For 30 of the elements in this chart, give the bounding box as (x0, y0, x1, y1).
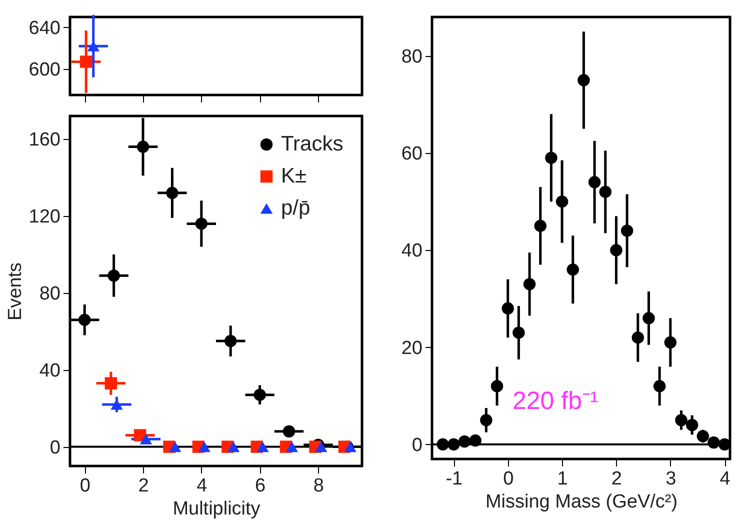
x-tick-label: 0 (503, 468, 514, 490)
x-axis-title: Multiplicity (172, 498, 261, 520)
x-axis-title: Missing Mass (GeV/c²) (485, 492, 678, 512)
y-tick-label: 80 (401, 46, 422, 68)
legend-label: p/p̄ (281, 196, 310, 220)
x-tick-label: 1 (557, 468, 568, 490)
y-tick-label: 120 (28, 206, 60, 228)
y-tick-label: 0 (50, 437, 60, 458)
y-tick-label: 20 (401, 338, 422, 359)
y-tick-label: 80 (39, 283, 60, 304)
x-tick-label: -1 (446, 468, 463, 490)
x-tick-label: 4 (720, 468, 731, 490)
x-tick-label: 2 (611, 468, 622, 490)
x-tick-label: 8 (313, 476, 324, 496)
annotation: 220 fb⁻¹ (512, 387, 598, 415)
y-tick-label: 0 (412, 434, 422, 456)
y-tick-label: 60 (401, 144, 422, 164)
x-tick-label: 4 (196, 476, 208, 496)
x-tick-label: 0 (80, 476, 90, 496)
legend-label: K± (281, 164, 307, 188)
y-tick-label: 40 (401, 240, 422, 262)
y-tick-label: 160 (28, 130, 60, 151)
y-tick-label: 40 (39, 360, 60, 382)
y-axis-title: Events (4, 262, 26, 321)
legend-label: Tracks (281, 132, 344, 156)
y-tick-label: 600 (28, 60, 60, 80)
x-tick-label: 2 (138, 476, 149, 496)
x-tick-label: 6 (255, 476, 266, 496)
x-tick-label: 3 (666, 468, 676, 490)
y-tick-label: 640 (28, 18, 60, 39)
